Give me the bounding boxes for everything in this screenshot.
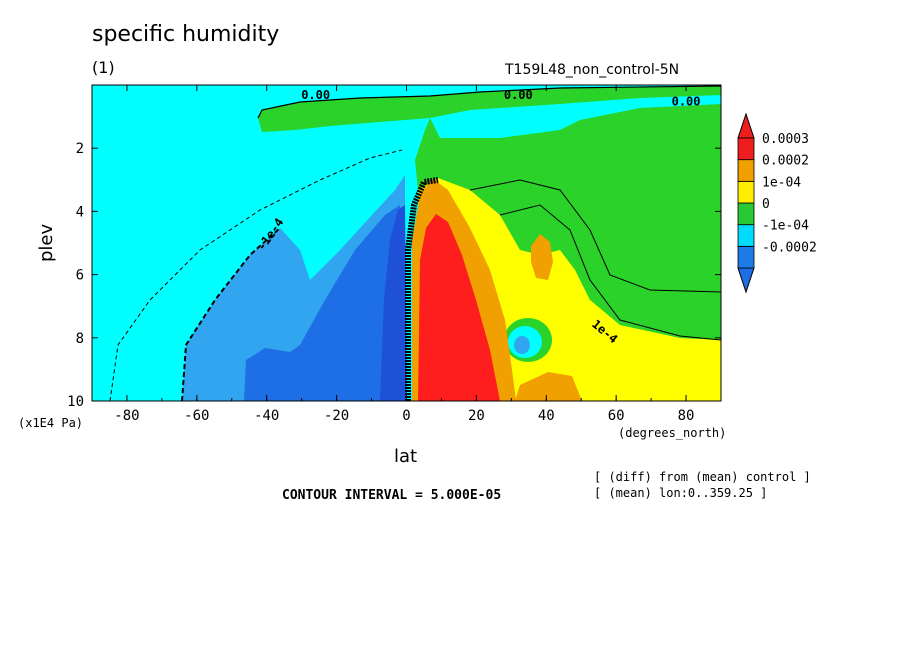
x-axis-ticks: -80 -60 -40 -20 0 20 40 60 80 bbox=[91, 85, 722, 424]
x-tick-label: -80 bbox=[114, 408, 139, 424]
contour-label: 0.00 bbox=[301, 88, 330, 102]
x-tick-label: 60 bbox=[608, 408, 625, 424]
colorbar-swatch bbox=[737, 202, 755, 226]
y-axis-ticks: 2 4 6 8 10 bbox=[67, 141, 721, 410]
x-tick-label: 40 bbox=[538, 408, 555, 424]
y-tick-label: 2 bbox=[76, 141, 84, 157]
contour-interval: CONTOUR INTERVAL = 5.000E-05 bbox=[282, 488, 502, 503]
chart-title: specific humidity bbox=[92, 22, 280, 47]
colorbar-top-arrow bbox=[737, 112, 755, 139]
colorbar-label: 0 bbox=[762, 197, 770, 212]
region-moistening-orange-lower bbox=[515, 372, 582, 401]
y-tick-label: 8 bbox=[76, 331, 84, 347]
contour-dense-band bbox=[405, 177, 439, 401]
x-tick-label: -20 bbox=[324, 408, 349, 424]
region-moistening-orange-upper bbox=[531, 234, 553, 280]
y-axis-label: plev bbox=[36, 223, 57, 262]
colorbar-label: 1e-04 bbox=[762, 175, 801, 190]
x-tick-label: 80 bbox=[678, 408, 695, 424]
colorbar-swatch bbox=[737, 180, 755, 204]
colorbar-label: 0.0003 bbox=[762, 132, 809, 147]
contour-positive-line-2 bbox=[499, 204, 721, 341]
y-axis-units: (x1E4 Pa) bbox=[18, 416, 84, 430]
x-tick-label: 0 bbox=[402, 408, 410, 424]
y-tick-label: 4 bbox=[76, 204, 84, 220]
chart-subtitle: (1) bbox=[92, 58, 115, 77]
region-near-zero-top bbox=[430, 95, 721, 138]
y-tick-label: 10 bbox=[67, 394, 84, 410]
region-moistening-core bbox=[418, 214, 500, 401]
x-axis-label: lat bbox=[394, 446, 418, 467]
colorbar-swatch bbox=[737, 159, 755, 182]
field-layer bbox=[92, 85, 721, 401]
experiment-label: T159L48_non_control-5N bbox=[505, 62, 680, 78]
contour-label: 0.00 bbox=[672, 95, 701, 109]
colorbar-swatch bbox=[737, 224, 755, 247]
contour-negative-dashed bbox=[109, 149, 403, 401]
contour-positive-line bbox=[469, 179, 721, 293]
contour-label: 0.00 bbox=[504, 88, 533, 102]
colorbar: -0.0002 -1e-04 0 1e-04 0.0002 0.0003 bbox=[737, 112, 817, 294]
x-tick-label: -60 bbox=[184, 408, 209, 424]
colorbar-swatch bbox=[737, 137, 755, 161]
x-tick-label: 20 bbox=[468, 408, 485, 424]
region-drying-core bbox=[244, 205, 405, 401]
x-axis-units: (degrees_north) bbox=[618, 426, 727, 440]
region-eddy-blue bbox=[514, 336, 530, 354]
colorbar-label: -0.0002 bbox=[762, 240, 817, 255]
x-tick-label: -40 bbox=[254, 408, 279, 424]
region-drying-spine bbox=[380, 205, 407, 401]
mean-note: [ (mean) lon:0..359.25 ] bbox=[594, 486, 768, 500]
colorbar-bottom-arrow bbox=[737, 267, 755, 294]
colorbar-label: 0.0002 bbox=[762, 154, 809, 169]
colorbar-swatch bbox=[737, 245, 755, 269]
y-tick-label: 6 bbox=[76, 268, 84, 284]
colorbar-label: -1e-04 bbox=[762, 219, 809, 234]
diff-note: [ (diff) from (mean) control ] bbox=[594, 470, 811, 484]
contour-negative-dashed-2 bbox=[181, 227, 281, 401]
